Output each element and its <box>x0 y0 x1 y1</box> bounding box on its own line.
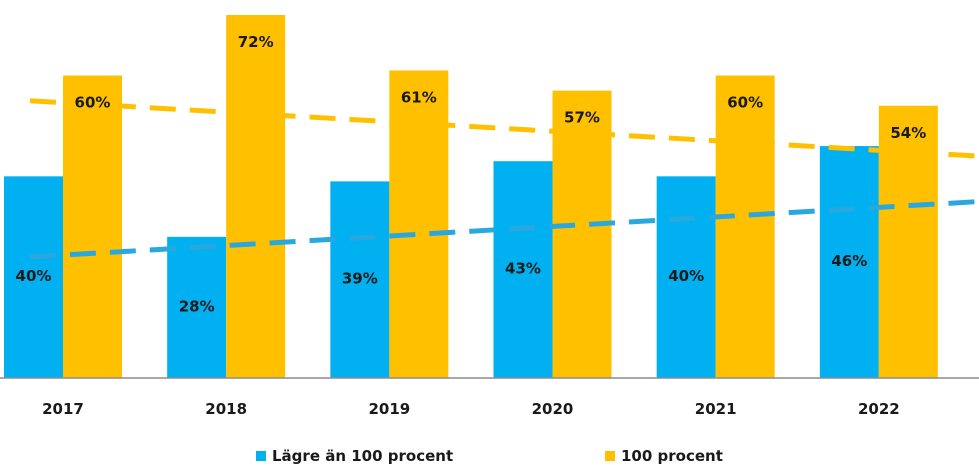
bar-hundra-2022 <box>878 105 938 378</box>
bar-lagre-2021 <box>656 176 716 378</box>
bar-lagre-2020 <box>493 161 553 378</box>
legend-item-series-1: 100 procent <box>605 447 723 465</box>
legend-swatch-series-0 <box>256 451 266 461</box>
data-label-hundra-2017: 60% <box>75 94 111 112</box>
legend: Lägre än 100 procent 100 procent <box>0 447 979 469</box>
x-tick-label-2019: 2019 <box>368 400 410 418</box>
x-tick-label-2017: 2017 <box>42 400 84 418</box>
trendline-hundra <box>29 98 979 159</box>
data-label-hundra-2022: 54% <box>890 124 926 142</box>
data-label-lagre-2017: 40% <box>16 267 52 285</box>
legend-label-series-1: 100 procent <box>621 447 723 465</box>
x-tick-label-2021: 2021 <box>695 400 737 418</box>
bar-lagre-2018 <box>167 236 227 378</box>
bar-lagre-2022 <box>819 146 879 378</box>
bar-hundra-2017 <box>63 75 122 378</box>
data-labels: 40% 60% 28% 72% 39% 61% 43% 57% 40% 60% 46% 54% <box>16 33 927 315</box>
x-tick-label-2018: 2018 <box>205 400 247 418</box>
data-label-lagre-2020: 43% <box>505 260 541 278</box>
data-label-lagre-2018: 28% <box>179 297 215 315</box>
bar-chart: 2017 2018 2019 2020 2021 2022 40% 60% 28% 72% 39%… <box>0 15 979 418</box>
bar-hundra-2021 <box>715 75 775 378</box>
x-tick-label-2020: 2020 <box>532 400 574 418</box>
data-label-hundra-2020: 57% <box>564 109 600 127</box>
bar-lagre-2019 <box>330 181 390 378</box>
data-label-lagre-2019: 39% <box>342 270 378 288</box>
data-label-hundra-2019: 61% <box>401 88 437 106</box>
x-tick-labels: 2017 2018 2019 2020 2021 2022 <box>42 400 900 418</box>
bar-hundra-2018 <box>226 15 286 378</box>
data-label-lagre-2021: 40% <box>668 267 704 285</box>
legend-item-series-0: Lägre än 100 procent <box>256 447 453 465</box>
data-label-hundra-2021: 60% <box>727 94 763 112</box>
bars-layer <box>4 15 938 378</box>
legend-swatch-series-1 <box>605 451 615 461</box>
data-label-lagre-2022: 46% <box>831 252 867 270</box>
bar-hundra-2020 <box>552 90 612 378</box>
bar-lagre-2017 <box>4 176 63 378</box>
legend-label-series-0: Lägre än 100 procent <box>272 447 454 465</box>
data-label-hundra-2018: 72% <box>238 33 274 51</box>
bar-hundra-2019 <box>389 70 449 378</box>
x-tick-label-2022: 2022 <box>858 400 900 418</box>
